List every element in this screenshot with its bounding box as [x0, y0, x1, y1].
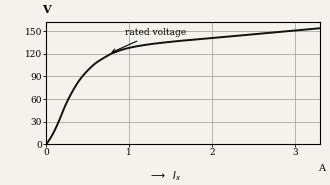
Text: A: A [318, 164, 325, 173]
Text: rated voltage: rated voltage [112, 28, 186, 52]
Text: V: V [42, 4, 50, 15]
Text: $\longrightarrow$  $I_x$: $\longrightarrow$ $I_x$ [148, 169, 182, 183]
